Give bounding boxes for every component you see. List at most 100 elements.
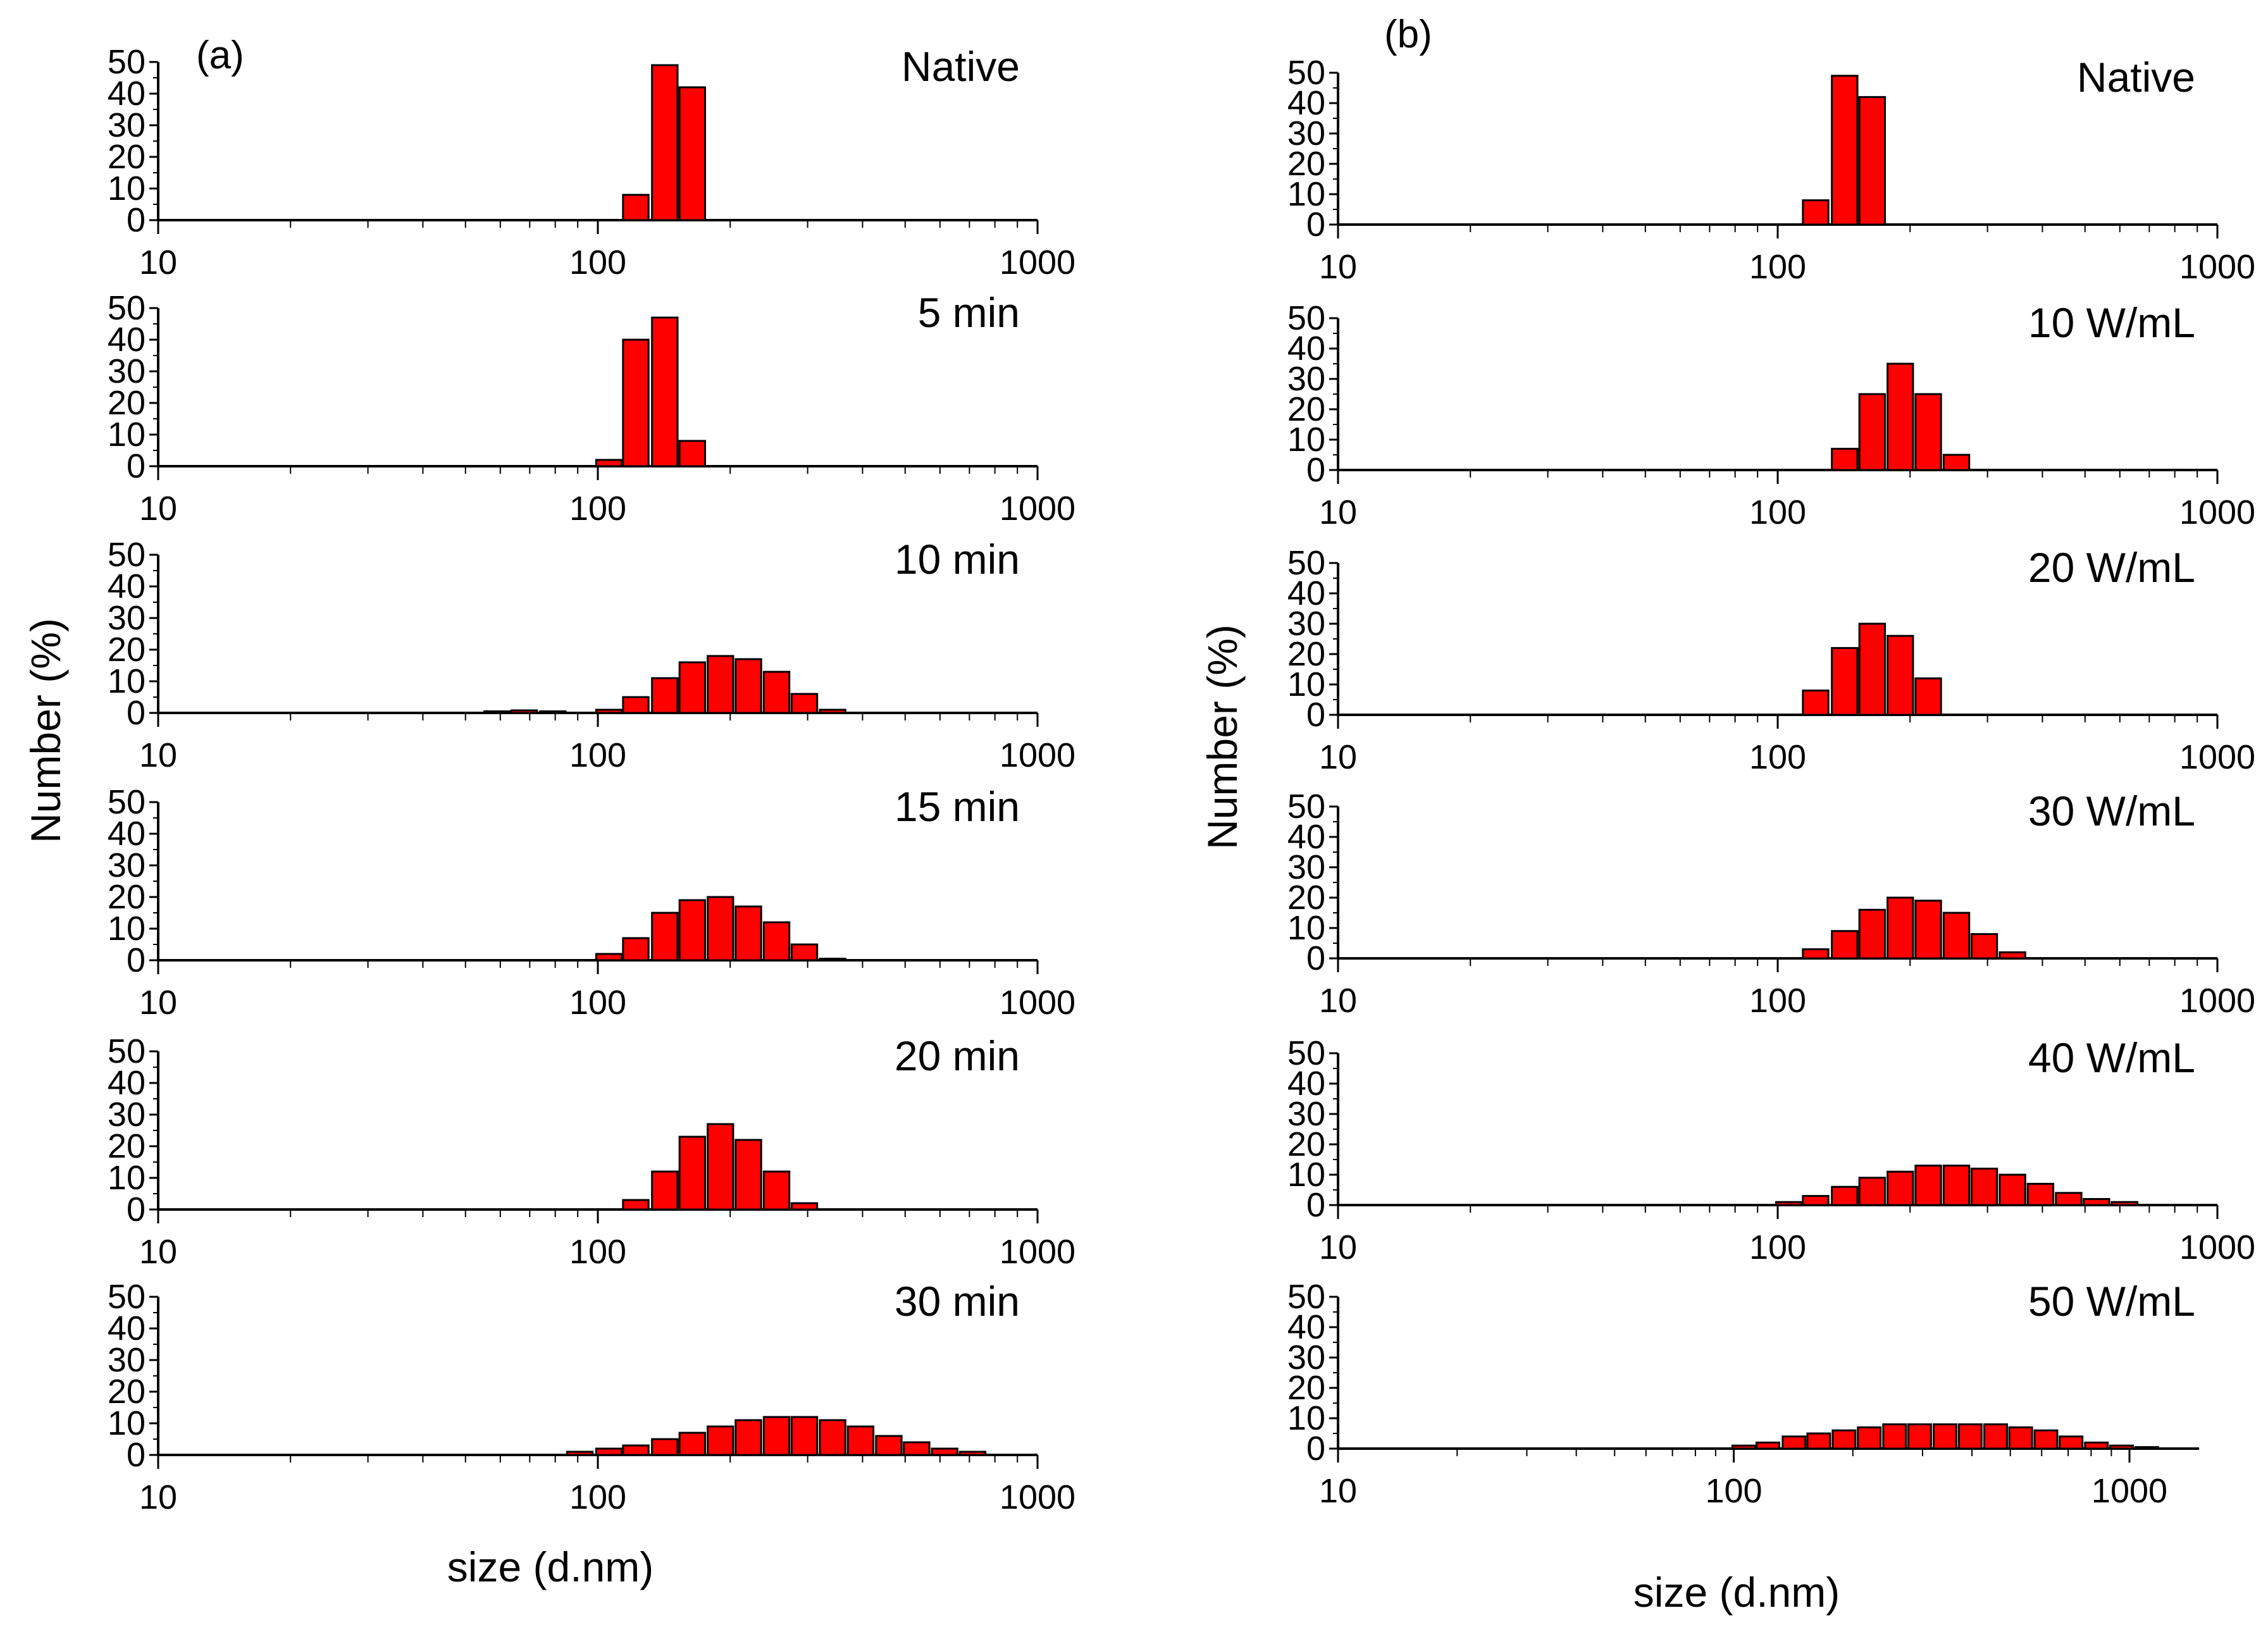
y-tick-label: 50 bbox=[1287, 299, 1325, 337]
y-tick-label: 40 bbox=[1287, 1308, 1325, 1346]
bar bbox=[622, 194, 650, 221]
bar bbox=[678, 661, 706, 714]
subplot-title: 15 min bbox=[895, 783, 1020, 830]
y-tick-label: 10 bbox=[108, 170, 146, 207]
x-tick-label: 100 bbox=[569, 490, 626, 528]
bar bbox=[1858, 96, 1886, 226]
bar bbox=[903, 1441, 931, 1456]
x-tick-label: 10 bbox=[139, 244, 177, 281]
y-tick-label: 0 bbox=[127, 694, 146, 732]
bar bbox=[483, 710, 511, 714]
y-tick-label: 50 bbox=[1287, 54, 1325, 92]
bar bbox=[2083, 1197, 2110, 1206]
y-tick-label: 40 bbox=[1287, 574, 1325, 612]
bar bbox=[651, 316, 679, 467]
y-tick-label: 20 bbox=[1287, 390, 1325, 428]
bar bbox=[1802, 199, 1830, 226]
bar bbox=[1782, 1435, 1807, 1450]
bar bbox=[1858, 1177, 1886, 1206]
y-tick-label: 30 bbox=[1287, 1339, 1325, 1376]
y-tick-label: 50 bbox=[108, 783, 146, 821]
y-tick-label: 20 bbox=[108, 384, 146, 422]
y-tick-label: 50 bbox=[1287, 1034, 1325, 1072]
y-tick-label: 10 bbox=[108, 416, 146, 454]
y-axis-title-b: Number (%) bbox=[1199, 624, 1246, 850]
bar bbox=[790, 693, 819, 714]
bar bbox=[566, 1451, 594, 1456]
y-tick-label: 30 bbox=[108, 1096, 146, 1134]
y-tick-label: 50 bbox=[1287, 1278, 1325, 1316]
bar bbox=[651, 1438, 679, 1456]
panel-b-tag: (b) bbox=[1384, 13, 1432, 56]
y-tick-label: 40 bbox=[1287, 1065, 1325, 1103]
bar bbox=[595, 708, 623, 714]
bar bbox=[1887, 1170, 1914, 1206]
subplot-title: 50 W/mL bbox=[2028, 1278, 2195, 1325]
bar bbox=[790, 1202, 819, 1211]
x-tick-label: 100 bbox=[1749, 1228, 1806, 1266]
y-tick-label: 50 bbox=[108, 289, 146, 327]
y-tick-label: 0 bbox=[127, 447, 146, 485]
subplot-title: 30 W/mL bbox=[2028, 788, 2195, 834]
bar bbox=[1998, 951, 2026, 960]
y-tick-label: 20 bbox=[1287, 879, 1325, 917]
subplot-title: 20 W/mL bbox=[2028, 544, 2195, 591]
y-tick-label: 0 bbox=[127, 1191, 146, 1228]
bar bbox=[595, 459, 623, 467]
bar bbox=[762, 671, 791, 714]
bar bbox=[2110, 1201, 2138, 1206]
x-tick-label: 100 bbox=[1749, 738, 1806, 776]
x-tick-label: 1000 bbox=[2179, 982, 2255, 1020]
bar bbox=[875, 1435, 903, 1456]
y-tick-label: 30 bbox=[1287, 360, 1325, 398]
x-tick-label: 10 bbox=[1319, 738, 1357, 776]
bar bbox=[958, 1451, 987, 1456]
bar bbox=[2033, 1429, 2059, 1450]
x-tick-label: 100 bbox=[1749, 248, 1806, 286]
y-tick-label: 0 bbox=[127, 941, 146, 979]
bar bbox=[2055, 1192, 2083, 1206]
subplot-title: 10 min bbox=[895, 536, 1020, 583]
bar bbox=[1983, 1423, 2008, 1450]
bar bbox=[1887, 362, 1914, 471]
y-tick-label: 30 bbox=[1287, 848, 1325, 886]
y-tick-label: 10 bbox=[108, 1159, 146, 1197]
bar bbox=[1957, 1423, 1983, 1450]
x-tick-label: 10 bbox=[139, 1233, 177, 1271]
y-tick-label: 40 bbox=[1287, 818, 1325, 856]
bar bbox=[734, 905, 762, 962]
y-tick-label: 40 bbox=[1287, 330, 1325, 368]
bar bbox=[1914, 900, 1942, 960]
bar bbox=[622, 937, 650, 962]
bar bbox=[707, 896, 734, 962]
y-tick-label: 20 bbox=[108, 1373, 146, 1411]
y-tick-label: 10 bbox=[108, 1404, 146, 1442]
y-tick-label: 10 bbox=[1287, 1399, 1325, 1437]
subplot-title: Native bbox=[902, 43, 1020, 90]
x-tick-label: 10 bbox=[139, 984, 177, 1022]
bar bbox=[1887, 634, 1914, 716]
x-tick-label: 10 bbox=[1319, 493, 1357, 531]
bar bbox=[819, 958, 846, 962]
y-tick-label: 20 bbox=[108, 631, 146, 669]
y-tick-label: 40 bbox=[1287, 84, 1325, 122]
subplot-title: 30 min bbox=[895, 1278, 1020, 1325]
x-tick-label: 1000 bbox=[2179, 1228, 2255, 1266]
bar bbox=[651, 1170, 679, 1211]
bar bbox=[622, 338, 650, 467]
bar bbox=[1907, 1423, 1932, 1450]
x-tick-label: 1000 bbox=[2179, 248, 2255, 286]
x-tick-label: 10 bbox=[139, 736, 177, 774]
y-axis-title-a: Number (%) bbox=[22, 618, 69, 843]
bar bbox=[707, 1425, 734, 1456]
y-tick-label: 0 bbox=[1306, 1430, 1325, 1468]
bar bbox=[678, 440, 706, 467]
x-tick-label: 100 bbox=[569, 1233, 626, 1271]
y-tick-label: 20 bbox=[1287, 635, 1325, 673]
